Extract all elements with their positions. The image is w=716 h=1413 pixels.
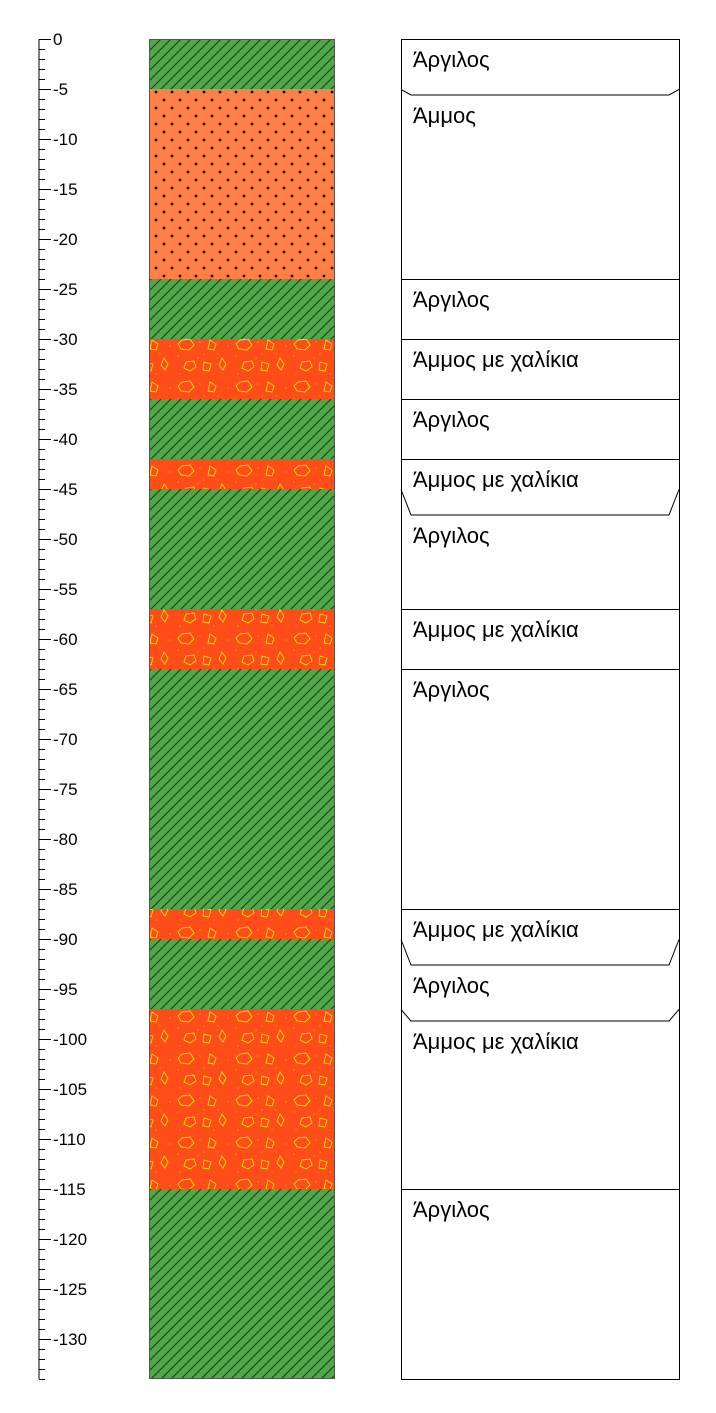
axis-tick-label: 0 [53, 30, 62, 49]
axis-tick-label: -70 [53, 730, 78, 749]
layer-clay [149, 669, 335, 909]
axis-tick-label: -5 [53, 80, 68, 99]
description-divider [400, 939, 680, 966]
lithology-column [149, 39, 335, 1379]
axis-tick-label: -95 [53, 980, 78, 999]
axis-tick-label: -60 [53, 630, 78, 649]
axis-tick-label: -10 [53, 130, 78, 149]
layer-label: Άμμος με χαλίκια [413, 617, 579, 642]
axis-tick-label: -55 [53, 580, 78, 599]
layer-label: Άργιλος [413, 47, 490, 72]
layer-descriptions: Άργιλος Άμμος Άργιλος Άμμος με χαλίκια Άργιλ… [400, 39, 680, 1380]
axis-tick-label: -25 [53, 280, 78, 299]
description-divider [400, 489, 680, 516]
description-divider [400, 1009, 680, 1022]
layer-label: Άμμος με χαλίκια [413, 1029, 579, 1054]
axis-tick-label: -40 [53, 430, 78, 449]
axis-tick-label: -90 [53, 930, 78, 949]
layer-sand-gravel [149, 609, 335, 669]
axis-tick-label: -115 [53, 1180, 86, 1199]
axis-tick-label: -85 [53, 880, 78, 899]
axis-tick-label: -125 [53, 1280, 87, 1299]
layer-label: Άργιλος [413, 407, 490, 432]
layer-label: Άργιλος [413, 677, 490, 702]
layer-label: Άμμος [413, 103, 476, 128]
layer-sand [149, 89, 335, 279]
column-border [149, 39, 335, 1379]
axis-tick-label: -65 [53, 680, 78, 699]
layer-label: Άμμος με χαλίκια [413, 917, 579, 942]
layer-sand-gravel [149, 1009, 335, 1189]
layer-clay [149, 1189, 335, 1379]
layer-clay [149, 489, 335, 609]
layer-label: Άμμος με χαλίκια [413, 467, 579, 492]
axis-tick-label: -50 [53, 530, 78, 549]
axis-tick-label: -30 [53, 330, 78, 349]
layer-clay [149, 939, 335, 1009]
layer-sand-gravel [149, 909, 335, 939]
layer-label: Άμμος με χαλίκια [413, 347, 579, 372]
axis-tick-label: -80 [53, 830, 78, 849]
layer-label: Άργιλος [413, 523, 490, 548]
layer-sand-gravel [149, 459, 335, 489]
axis-tick-label: -15 [53, 180, 78, 199]
axis-tick-label: -45 [53, 480, 78, 499]
layer-clay [149, 39, 335, 89]
axis-tick-label: -120 [53, 1230, 87, 1249]
axis-tick-label: -20 [53, 230, 78, 249]
axis-tick-label: -105 [53, 1080, 87, 1099]
axis-tick-label: -110 [53, 1130, 86, 1149]
layer-label: Άργιλος [413, 973, 490, 998]
layer-label: Άργιλος [413, 287, 490, 312]
depth-axis: 0 -5 -10 -15 -20 -25 -30 -35 -40 -45 -50 -55 -60 -65 -… [38, 30, 87, 1380]
layer-clay [149, 399, 335, 459]
axis-tick-label: -75 [53, 780, 78, 799]
layer-label: Άργιλος [413, 1197, 490, 1222]
layer-sand-gravel [149, 339, 335, 399]
description-box [401, 39, 680, 1380]
layer-clay [149, 279, 335, 339]
axis-tick-label: -130 [53, 1330, 87, 1349]
description-divider [400, 89, 680, 96]
axis-tick-label: -35 [53, 380, 78, 399]
axis-tick-label: -100 [53, 1030, 87, 1049]
